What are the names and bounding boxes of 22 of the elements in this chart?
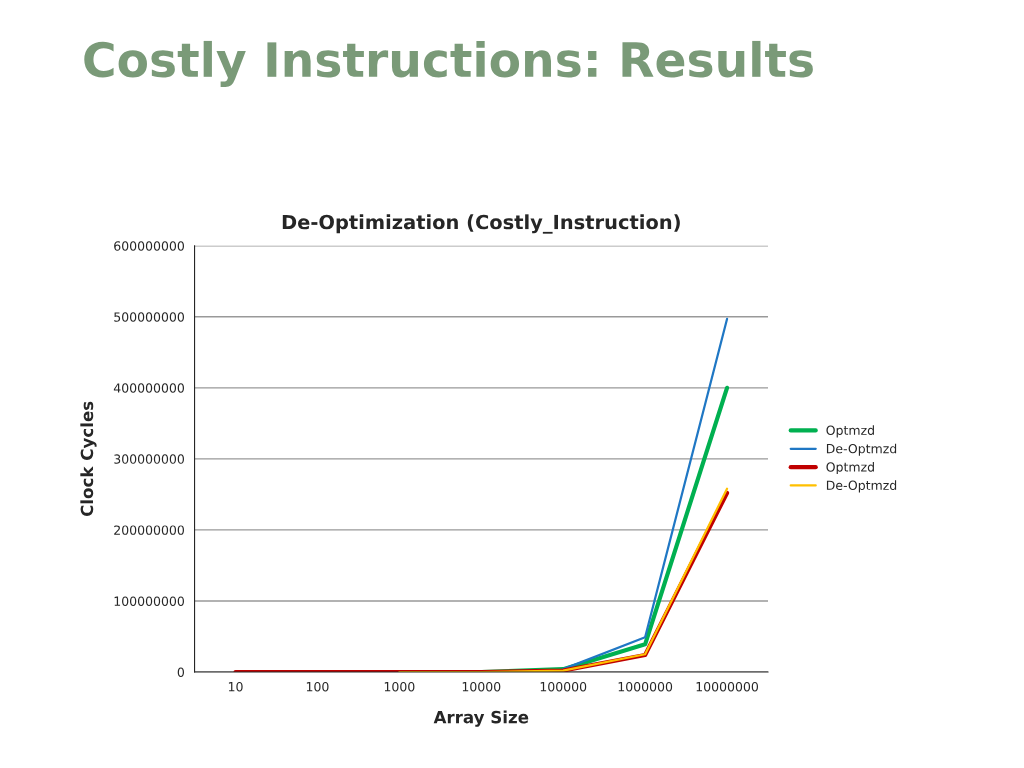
x-tick-label: 10000 xyxy=(462,681,501,692)
y-axis-title: Clock Cycles xyxy=(80,401,97,517)
legend-label: De-Optmzd xyxy=(826,443,897,456)
x-tick-label: 1000 xyxy=(384,681,415,692)
x-tick-label: 10 xyxy=(228,681,243,692)
chart-title: Costly Instructions: Results xyxy=(84,40,813,87)
x-axis-title: Array Size xyxy=(433,710,529,727)
y-tick-label: 400000000 xyxy=(113,383,185,393)
y-tick-label: 200000000 xyxy=(114,525,185,535)
x-tick-label: 1000000 xyxy=(618,681,673,692)
legend-label: De-Optmzd xyxy=(826,480,897,493)
x-tick-label: 100000 xyxy=(540,681,587,692)
y-tick-label: 500000000 xyxy=(114,312,185,322)
chart-subtitle: De-Optimization (Costly_Instruction) xyxy=(282,214,680,234)
y-tick-label: 0 xyxy=(177,667,185,677)
y-tick-label: 300000000 xyxy=(114,454,185,464)
x-tick-label: 10000000 xyxy=(696,681,759,692)
x-tick-label: 100 xyxy=(306,681,329,692)
y-tick-label: 100000000 xyxy=(114,596,185,606)
legend-label: Optmzd xyxy=(826,425,874,438)
y-tick-label: 600000000 xyxy=(114,241,185,251)
legend-label: Optmzd xyxy=(826,462,874,475)
